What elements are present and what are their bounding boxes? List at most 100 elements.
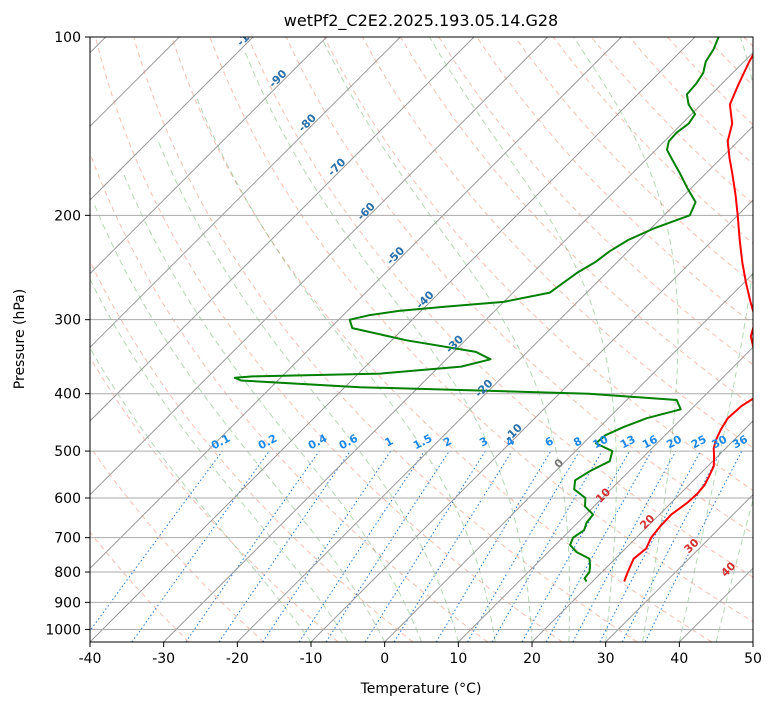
dry-adiabat-label: -100 [234,20,263,49]
mixing-ratio-line [393,450,513,642]
mixing-ratio-label: 3 [477,434,490,449]
dry-adiabat [133,37,638,642]
y-tick-label: 1000 [45,622,81,638]
y-tick-label: 300 [54,313,81,329]
moist-adiabat-label: 40 [718,559,738,579]
y-axis-label: Pressure (hPa) [12,289,28,389]
moist-adiabat [573,37,679,642]
moist-adiabat [90,347,312,642]
isotherm-line [163,51,753,642]
x-tick-label: -30 [152,651,175,667]
moist-adiabat-label: 10 [593,485,613,505]
x-tick-label: 40 [670,651,688,667]
moist-adiabat [678,37,753,642]
dry-adiabat-label: -30 [443,332,466,355]
mixing-ratio-line [218,450,351,642]
x-tick-label: 10 [449,651,467,667]
mixing-ratio-line [325,450,450,642]
moist-adiabat [194,94,496,642]
mixing-ratio-line [572,450,677,642]
dry-adiabat-label: -20 [472,377,495,400]
y-tick-label: 100 [54,30,81,46]
moist-adiabat [243,49,533,642]
dry-adiabat-label: -90 [266,67,289,90]
y-tick-label: 900 [54,595,81,611]
dry-adiabat [743,37,753,48]
mixing-ratio-label: 13 [618,433,638,452]
axis-ticks: -40 -30 -20 -10 0 10 20 30 40 5010020030040050060… [45,30,762,667]
dry-adiabat-label: -80 [296,111,319,134]
mixing-ratio-line [298,450,425,642]
dry-adiabat [552,37,753,245]
x-tick-label: -20 [226,651,249,667]
dry-adiabat [514,37,753,285]
x-tick-label: 30 [597,651,615,667]
plot-frame [89,36,754,643]
mixing-ratio-line [185,450,320,642]
mixing-ratio-label: 1.5 [411,432,434,453]
y-tick-label: 600 [54,491,81,507]
mixing-ratio-line [435,450,552,642]
dry-adiabat [90,356,339,642]
y-tick-label: 700 [54,531,81,547]
moist-adiabat-label: 0 [552,456,567,471]
isotherm-line [90,37,549,496]
dry-adiabat [90,151,488,642]
isotherm-line [605,493,753,642]
dry-adiabat [90,445,264,642]
x-axis-label: Temperature (°C) [360,681,482,697]
x-tick-label: -40 [79,651,102,667]
mixing-ratio-line [364,450,486,642]
moist-adiabat [123,173,422,642]
moist-adiabat [92,201,386,642]
dry-adiabat [90,531,190,642]
moist-adiabat [90,278,349,642]
mixing-ratio-label: 0.4 [306,432,330,453]
moist-adiabat [715,498,753,642]
y-tick-label: 800 [54,565,81,581]
dry-adiabat [171,37,712,642]
dry-adiabat [285,37,753,534]
isotherm-line [90,37,328,275]
sounding-line [233,37,720,583]
x-tick-label: 0 [380,651,389,667]
dry-adiabat [438,37,753,366]
dry-adiabat [209,37,753,623]
mixing-ratio-line [521,450,630,642]
y-tick-label: 200 [54,208,81,224]
isotherm-line [457,346,753,642]
mixing-ratio-line [90,450,223,632]
dry-adiabat [705,37,753,87]
dry-adiabat-label: -50 [384,244,407,267]
dry-adiabat [95,37,563,642]
mixing-ratio-label: 25 [689,433,709,452]
mixing-ratio-label: 8 [571,434,584,449]
y-tick-label: 500 [54,444,81,460]
mixing-ratio-line [131,450,270,642]
x-tick-label: -10 [300,651,323,667]
dry-adiabat-label: -70 [325,155,348,178]
mixing-ratio-label: 16 [640,433,660,452]
mixing-ratio-label: 36 [730,433,750,452]
x-tick-label: 50 [744,651,762,667]
sounding-line [623,53,753,582]
background-lines [90,37,753,642]
mixing-ratio-line [262,450,392,642]
moist-adiabat [157,141,459,642]
mixing-ratio-label: 1 [383,434,396,449]
moist-adiabat [320,37,571,642]
isotherm-line [90,37,254,201]
mixing-ratio-label: 0.1 [209,432,232,453]
isotherm-line [531,420,753,642]
mixing-ratio-label: 20 [664,433,684,452]
dry-adiabat [90,260,414,642]
isotherm-line [310,199,753,642]
isotherm-line [236,125,753,642]
mixing-ratio-label: 30 [710,433,730,452]
x-tick-label: 20 [523,651,541,667]
dry-adiabat-label: -60 [355,200,378,223]
sounding-lines [233,37,753,583]
mixing-ratio-line [467,450,580,642]
dry-adiabat [400,37,753,407]
